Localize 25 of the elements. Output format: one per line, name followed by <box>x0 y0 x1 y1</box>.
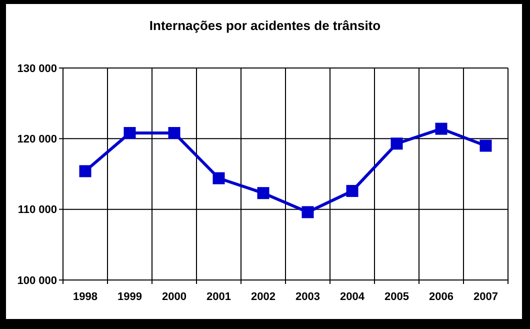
point <box>257 187 270 200</box>
point <box>212 172 225 184</box>
point <box>302 206 314 218</box>
x-tick-label: 2001 <box>206 291 231 303</box>
point <box>168 127 180 140</box>
x-tick-label: 2007 <box>474 291 498 303</box>
point <box>480 140 492 152</box>
x-tick-label: 2006 <box>429 291 454 303</box>
x-tick-label: 2002 <box>251 291 276 303</box>
x-tick-label: 1998 <box>73 291 98 303</box>
point <box>435 122 448 135</box>
y-tick-label: 100 000 <box>17 274 57 287</box>
point <box>390 138 403 150</box>
x-tick-label: 2005 <box>384 291 409 303</box>
point <box>346 184 358 197</box>
y-tick-label: 130 000 <box>17 62 57 75</box>
x-tick-label: 2003 <box>296 291 320 303</box>
x-tick-label: 2000 <box>162 291 186 303</box>
x-tick-label: 1999 <box>118 291 142 303</box>
point <box>79 165 92 178</box>
point <box>124 127 136 140</box>
y-tick-label: 120 000 <box>17 134 57 146</box>
chart-title: Internações por acidentes de trânsito <box>149 18 381 33</box>
x-tick-label: 2004 <box>340 291 366 303</box>
y-tick-label: 110 000 <box>18 204 57 216</box>
